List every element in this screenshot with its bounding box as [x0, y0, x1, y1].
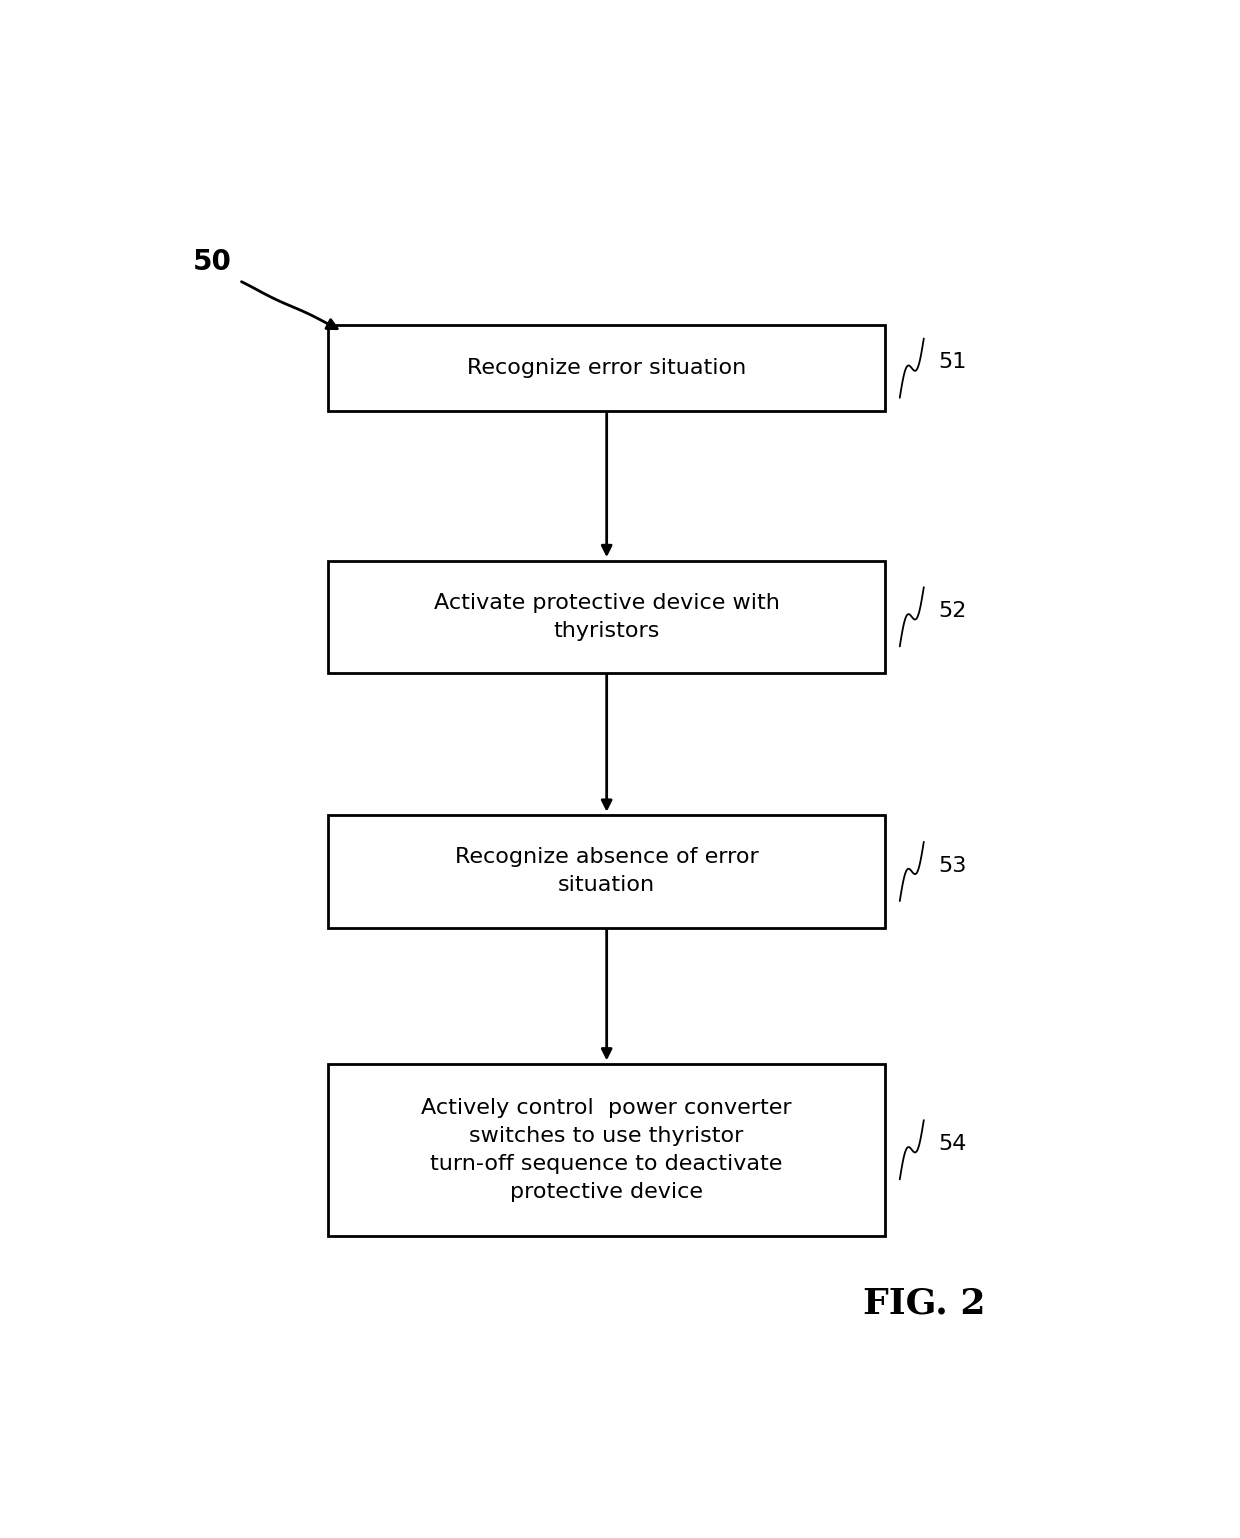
Text: 51: 51 — [939, 352, 967, 372]
Text: FIG. 2: FIG. 2 — [863, 1287, 985, 1321]
Text: 52: 52 — [939, 601, 967, 621]
FancyBboxPatch shape — [327, 326, 885, 411]
Text: Actively control  power converter
switches to use thyristor
turn-off sequence to: Actively control power converter switche… — [422, 1098, 792, 1201]
Text: 54: 54 — [939, 1134, 967, 1154]
Text: Recognize absence of error
situation: Recognize absence of error situation — [455, 847, 759, 895]
Text: 50: 50 — [193, 248, 232, 275]
Text: Recognize error situation: Recognize error situation — [467, 358, 746, 378]
FancyBboxPatch shape — [327, 1064, 885, 1235]
FancyBboxPatch shape — [327, 815, 885, 927]
Text: 53: 53 — [939, 855, 967, 875]
FancyBboxPatch shape — [327, 560, 885, 674]
Text: Activate protective device with
thyristors: Activate protective device with thyristo… — [434, 592, 780, 641]
